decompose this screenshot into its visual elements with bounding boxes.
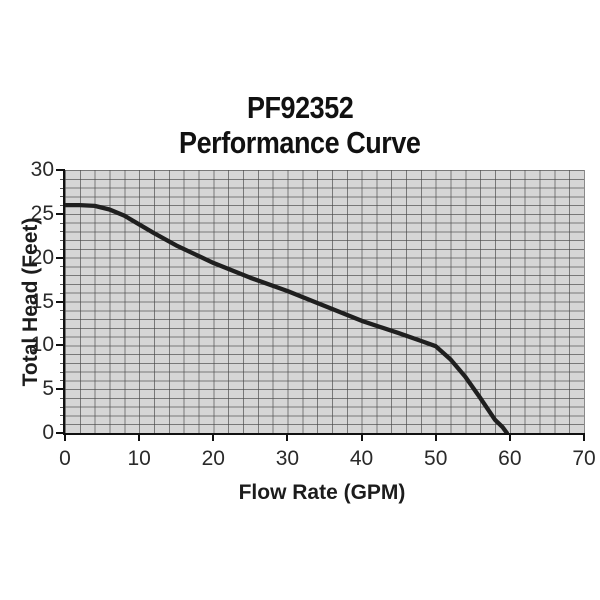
y-minor-tick-mark: [60, 205, 63, 207]
x-tick-label: 40: [349, 447, 374, 470]
y-tick-label: 10: [30, 333, 54, 357]
y-tick-label: 25: [30, 201, 54, 225]
y-minor-tick-mark: [60, 196, 63, 198]
y-minor-tick-mark: [60, 240, 63, 242]
y-minor-tick-mark: [60, 397, 63, 399]
y-minor-tick-mark: [60, 424, 63, 426]
y-tick-label: 30: [30, 158, 54, 181]
x-tick-mark: [138, 435, 141, 441]
y-axis-title: Total Head (Feet): [19, 217, 42, 387]
x-tick-label: 0: [59, 447, 71, 470]
y-minor-tick-mark: [60, 266, 63, 268]
x-tick-mark: [360, 435, 363, 441]
y-tick-mark: [56, 256, 63, 259]
x-tick-label: 20: [201, 447, 225, 470]
x-tick-label: 60: [498, 447, 522, 470]
y-tick-label: 5: [42, 377, 54, 401]
performance-curve-path: [65, 202, 510, 433]
y-minor-tick-mark: [60, 283, 63, 285]
x-tick-label: 30: [275, 447, 300, 470]
x-axis-title: Flow Rate (GPM): [238, 481, 406, 504]
y-tick-label: 15: [30, 289, 54, 313]
curve-layer: [65, 202, 510, 433]
y-minor-tick-mark: [60, 362, 63, 364]
y-minor-tick-mark: [60, 406, 63, 408]
y-tick-mark: [56, 212, 63, 215]
x-tick-mark: [434, 435, 437, 441]
y-minor-tick-mark: [60, 336, 63, 338]
plot-area: [65, 170, 585, 433]
x-tick-mark: [508, 435, 511, 441]
x-tick-mark: [583, 435, 585, 441]
chart-title-model: PF92352: [246, 90, 354, 125]
y-tick-mark: [56, 344, 63, 347]
chart-title-subtitle: Performance Curve: [179, 125, 421, 160]
y-minor-tick-mark: [60, 327, 63, 329]
x-tick-label: 50: [424, 447, 448, 470]
y-minor-tick-mark: [60, 380, 63, 382]
y-minor-tick-mark: [60, 248, 63, 250]
y-minor-tick-mark: [60, 187, 63, 189]
x-tick-label: 70: [572, 447, 596, 470]
y-minor-tick-mark: [60, 231, 63, 233]
x-axis-line: [63, 433, 585, 435]
y-minor-tick-mark: [60, 354, 63, 356]
y-minor-tick-mark: [60, 178, 63, 180]
x-tick-label: 10: [127, 447, 151, 470]
y-axis-line: [63, 169, 65, 435]
y-tick-mark: [56, 388, 63, 391]
y-tick-label: 0: [42, 421, 54, 444]
x-tick-mark: [212, 435, 215, 441]
y-minor-tick-mark: [60, 310, 63, 312]
y-minor-tick-mark: [60, 371, 63, 373]
y-tick-label: 20: [30, 245, 54, 269]
chart-title: PF92352 Performance Curve: [0, 90, 600, 160]
y-minor-tick-mark: [60, 275, 63, 277]
y-minor-tick-mark: [60, 319, 63, 321]
y-minor-tick-mark: [60, 292, 63, 294]
x-tick-mark: [64, 435, 66, 441]
y-tick-mark: [56, 169, 63, 171]
y-minor-tick-mark: [60, 415, 63, 417]
y-minor-tick-mark: [60, 222, 63, 224]
y-tick-mark: [56, 300, 63, 303]
x-tick-mark: [286, 435, 289, 441]
y-tick-mark: [56, 432, 63, 434]
